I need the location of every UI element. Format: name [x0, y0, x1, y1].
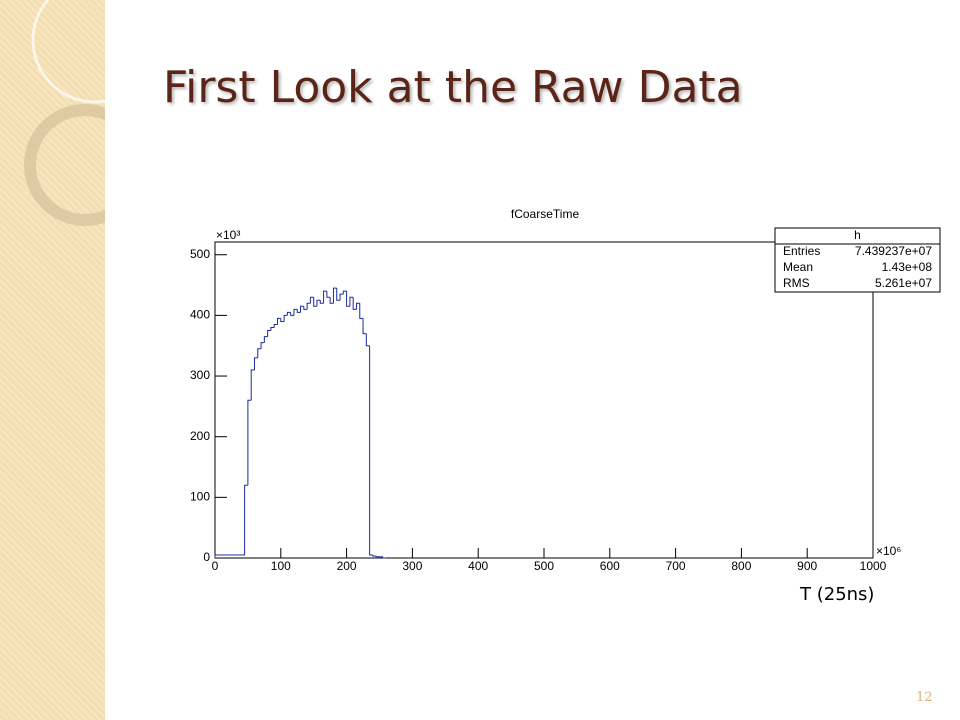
stats-title: h — [854, 228, 861, 242]
histogram-bin — [263, 336, 268, 343]
histogram-bin — [323, 290, 327, 304]
y-tick-label: 0 — [203, 550, 210, 564]
histogram-bin — [270, 327, 275, 331]
stats-label: RMS — [783, 276, 810, 290]
x-multiplier: ×10⁶ — [876, 544, 901, 558]
page-number: 12 — [916, 690, 933, 705]
histogram-bin — [253, 357, 258, 370]
histogram-bin — [306, 302, 311, 310]
histogram-bin — [214, 554, 219, 558]
axis-annotation: T (25ns) — [800, 584, 875, 605]
histogram-bin — [365, 333, 370, 347]
histogram-bin — [369, 345, 373, 556]
histogram-bin — [362, 318, 367, 335]
histogram-bin — [309, 296, 314, 304]
histogram-bin — [319, 300, 324, 304]
histogram-bin — [293, 308, 298, 316]
x-tick-label: 800 — [731, 559, 751, 573]
histogram-bin — [352, 297, 357, 310]
histogram-bin — [355, 302, 360, 310]
histogram-bin — [247, 399, 252, 486]
stats-box — [774, 227, 941, 293]
x-tick-label: 700 — [666, 559, 686, 573]
histogram-bin — [359, 303, 364, 319]
histogram-bin — [267, 330, 271, 337]
y-multiplier: ×10³ — [216, 228, 240, 242]
histogram-bin — [300, 305, 304, 313]
histogram-bin — [280, 318, 285, 322]
histogram-bin — [332, 287, 337, 304]
histogram-bin — [286, 311, 291, 316]
x-tick-label: 300 — [402, 559, 422, 573]
y-tick-label: 500 — [190, 247, 210, 261]
histogram-bin — [277, 317, 281, 325]
x-tick-label: 900 — [797, 559, 817, 573]
y-tick-label: 200 — [190, 429, 210, 443]
slide-title: First Look at the Raw Data — [163, 62, 743, 113]
x-tick-label: 0 — [212, 559, 219, 573]
histogram-bin — [250, 369, 255, 401]
histogram-bin — [273, 323, 278, 328]
histogram-bin — [244, 484, 248, 555]
histogram-bin — [290, 312, 294, 316]
histogram-bin — [257, 348, 262, 358]
histogram-bin — [342, 290, 347, 295]
x-tick-label: 500 — [534, 559, 554, 573]
histogram-bin — [372, 554, 377, 557]
stats-value: 5.261e+07 — [875, 276, 932, 290]
histogram-bin — [296, 309, 301, 313]
histogram-bin — [313, 297, 317, 307]
x-tick-label: 400 — [468, 559, 488, 573]
y-tick-label: 400 — [190, 308, 210, 322]
y-tick-label: 100 — [190, 490, 210, 504]
stats-label: Entries — [783, 244, 820, 258]
x-tick-label: 200 — [337, 559, 357, 573]
x-tick-label: 1000 — [860, 559, 887, 573]
stats-label: Mean — [783, 260, 813, 274]
plot-frame — [214, 241, 874, 559]
histogram-bin — [303, 306, 308, 310]
histogram-bin — [260, 342, 265, 349]
histogram-bin — [346, 291, 350, 307]
histogram-bin — [349, 296, 354, 307]
x-tick-label: 600 — [600, 559, 620, 573]
histogram-bin — [283, 314, 288, 322]
histogram-bin — [375, 556, 380, 558]
stats-value: 1.43e+08 — [882, 260, 933, 274]
histogram-bin — [326, 291, 331, 298]
histogram-bin — [329, 297, 334, 304]
x-tick-label: 100 — [271, 559, 291, 573]
side-stripe — [0, 0, 105, 720]
histogram-bin — [316, 299, 321, 307]
histogram-bin — [382, 556, 387, 559]
y-tick-label: 300 — [190, 368, 210, 382]
histogram-bin — [336, 288, 341, 301]
stats-value: 7.439237e+07 — [855, 244, 932, 258]
histogram-bin — [339, 293, 344, 301]
chart-title: fCoarseTime — [511, 207, 580, 221]
stripe-decoration — [24, 0, 105, 226]
